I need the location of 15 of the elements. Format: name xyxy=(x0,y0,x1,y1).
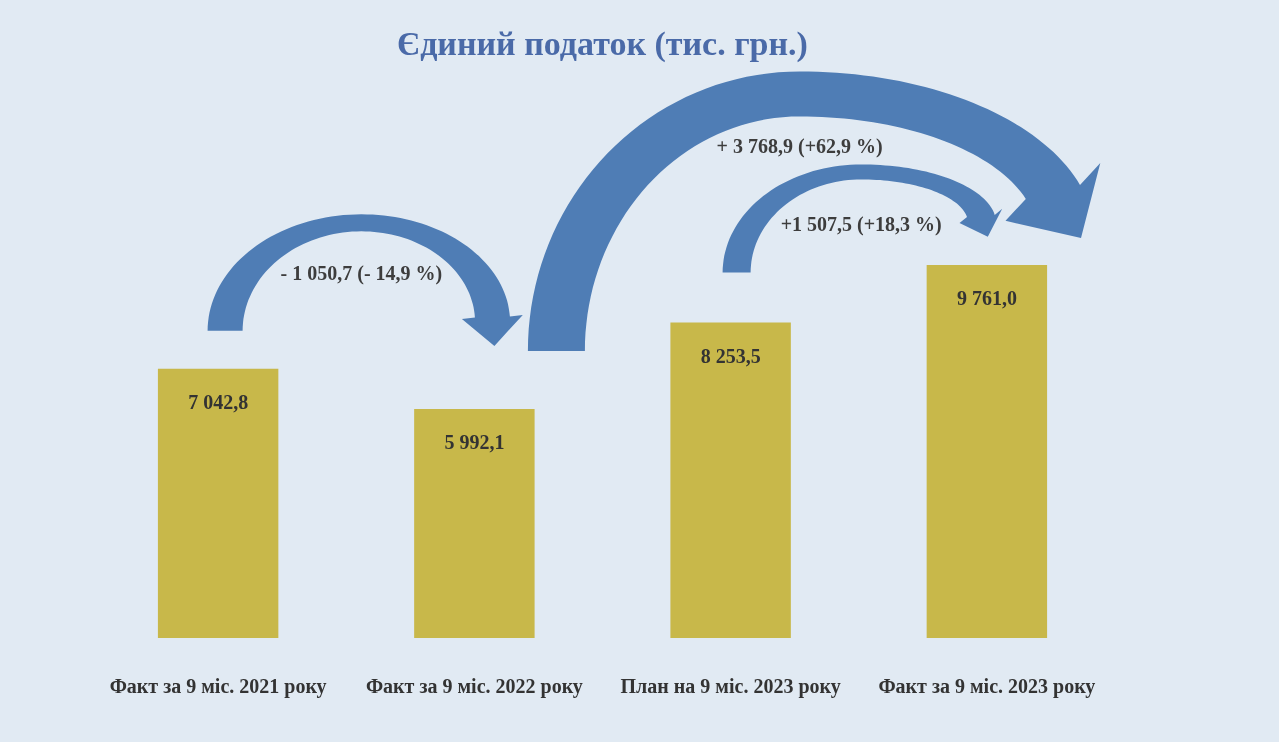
text: + 3 768,9 (+62,9 %) xyxy=(716,135,883,159)
data-label: 9 761,0 xyxy=(956,287,1017,310)
x-tick-label: Факт за 9 міс. 2023 року xyxy=(878,675,1096,699)
data-label: 5 992,1 xyxy=(444,431,505,454)
annotation: - 1 050,7 (- 14,9 %) xyxy=(280,262,443,286)
x-tick-label: План на 9 міс. 2023 року xyxy=(620,675,841,699)
x-tick-label: Факт за 9 міс. 2022 року xyxy=(365,675,583,699)
text: +1 507,5 (+18,3 %) xyxy=(780,213,942,237)
bar xyxy=(157,368,279,638)
chart-title: Єдиний податок (тис. грн.) xyxy=(397,25,808,64)
x-tick-label: Факт за 9 міс. 2021 року xyxy=(109,675,327,699)
data-label: 7 042,8 xyxy=(188,391,249,413)
bar xyxy=(670,322,791,638)
data-label: 8 253,5 xyxy=(700,344,761,367)
bar xyxy=(414,408,535,638)
